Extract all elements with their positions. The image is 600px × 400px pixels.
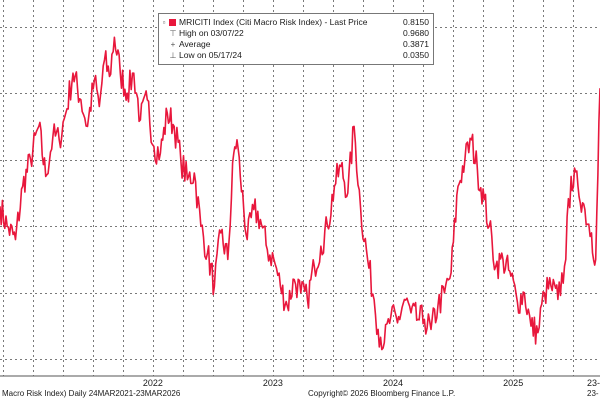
- legend-collapse-icon: ▫: [162, 18, 166, 27]
- legend-label: High on 03/07/22: [179, 28, 244, 38]
- footer-end-date: 23-: [587, 389, 599, 398]
- x-tick-label: 2024: [383, 378, 403, 388]
- legend-value: 0.3871: [403, 39, 429, 49]
- legend-entry-last-price: ▫ MRICITI Index (Citi Macro Risk Index) …: [159, 17, 433, 28]
- legend-entry-high: ⊤ High on 03/07/22 0.9680: [159, 28, 433, 39]
- x-ticks: 2022 2023 2024 2025 23-: [143, 378, 600, 388]
- legend-entry-low: ⊥ Low on 05/17/24 0.0350: [159, 50, 433, 61]
- legend-value: 0.9680: [403, 28, 429, 38]
- footer-copyright: Copyright© 2026 Bloomberg Finance L.P.: [308, 389, 455, 398]
- x-tick-label: 2025: [503, 378, 523, 388]
- x-tick-label: 2023: [263, 378, 283, 388]
- legend-label: Low on 05/17/24: [179, 50, 242, 60]
- footer-description: Macro Risk Index) Daily 24MAR2021-23MAR2…: [2, 389, 181, 398]
- legend: ▫ MRICITI Index (Citi Macro Risk Index) …: [158, 13, 434, 65]
- legend-label: Average: [179, 39, 211, 49]
- legend-value: 0.8150: [403, 17, 429, 27]
- high-marker-icon: ⊤: [169, 29, 177, 38]
- x-tick-label: 23-: [587, 378, 600, 388]
- series-group: [0, 36, 600, 351]
- series-line-mriciti: [0, 36, 600, 351]
- legend-label: MRICITI Index (Citi Macro Risk Index) - …: [179, 17, 368, 27]
- x-tick-label: 2022: [143, 378, 163, 388]
- average-marker-icon: +: [170, 40, 176, 49]
- low-marker-icon: ⊥: [169, 51, 177, 60]
- legend-swatch: [169, 19, 176, 26]
- legend-entry-average: + Average 0.3871: [159, 39, 433, 50]
- legend-value: 0.0350: [403, 50, 429, 60]
